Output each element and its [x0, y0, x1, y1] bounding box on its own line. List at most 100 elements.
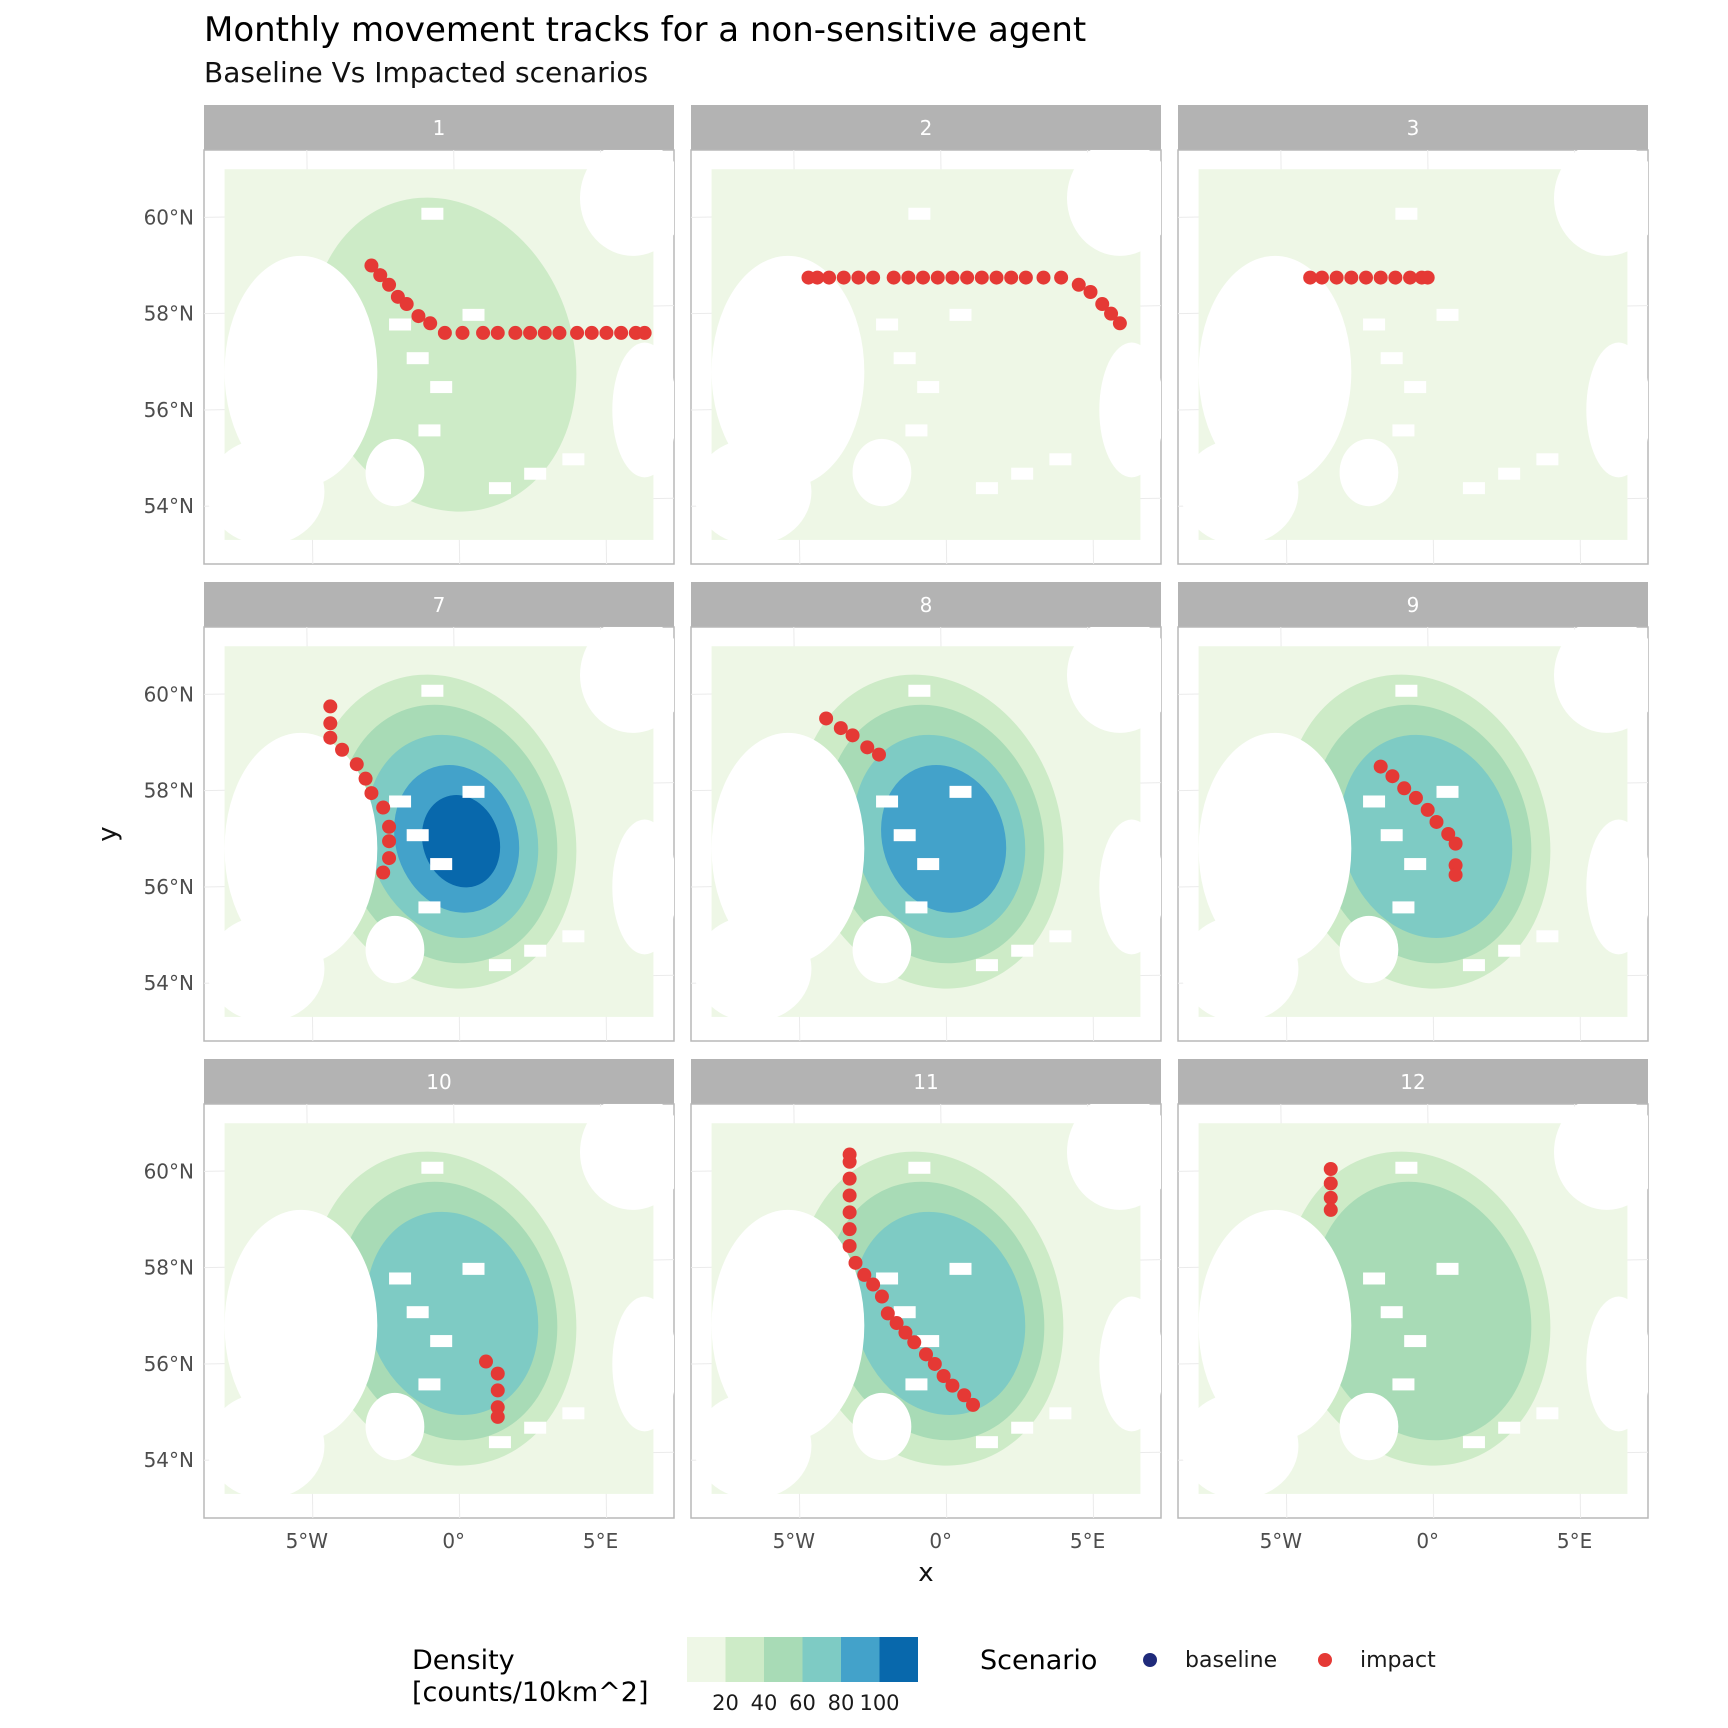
data-gap [1498, 944, 1521, 957]
facet-strip-label: 7 [433, 593, 446, 617]
y-tick-label: 58°N [144, 1256, 194, 1280]
facet-strip-label: 2 [920, 116, 933, 140]
land-mass [1586, 1296, 1648, 1432]
track-point [1420, 802, 1435, 817]
track-point [1359, 270, 1373, 285]
track-point [957, 1388, 972, 1403]
track-point [1344, 270, 1359, 285]
data-gap [975, 482, 998, 495]
data-gap [1498, 467, 1521, 480]
data-gap [908, 207, 931, 220]
track-point [810, 270, 825, 285]
track-point [1448, 858, 1463, 873]
data-gap [1380, 1306, 1403, 1319]
data-gap [430, 381, 453, 394]
track-point [382, 851, 397, 866]
land-mass [612, 1296, 674, 1432]
density-contour [366, 1211, 539, 1415]
y-tick-label: 56°N [144, 875, 194, 899]
data-gap [1498, 1421, 1521, 1434]
track-point [1429, 814, 1444, 829]
land-mass [693, 1392, 812, 1499]
track-point [1397, 781, 1412, 796]
x-tick-label: 0° [1416, 1529, 1439, 1553]
track-point [490, 1409, 505, 1424]
data-gap [418, 1378, 441, 1391]
facet-strip [1178, 1059, 1648, 1104]
data-gap [917, 1335, 940, 1348]
data-gap [1462, 1436, 1485, 1449]
facet-strip-label: 1 [433, 116, 446, 140]
data-gap [1363, 1272, 1386, 1285]
chart-subtitle: Baseline Vs Impacted scenarios [204, 56, 649, 89]
density-contour [1340, 734, 1513, 938]
legend-label-impact: impact [1360, 1648, 1436, 1673]
y-tick-label: 54°N [144, 1448, 194, 1472]
track-point [857, 1267, 872, 1282]
density-legend-title-line1: Density [412, 1645, 515, 1676]
track-point [936, 1368, 951, 1383]
x-tick-label: 5°E [1070, 1529, 1105, 1553]
land-mass [612, 342, 674, 478]
y-tick-label: 54°N [144, 971, 194, 995]
track-point [1385, 769, 1400, 784]
track-point [927, 1356, 942, 1371]
land-mass [1067, 150, 1161, 256]
track-point [1373, 270, 1388, 285]
y-tick-label: 56°N [144, 1352, 194, 1376]
track-point [916, 270, 931, 285]
land-mass [1099, 1296, 1161, 1432]
track-point [637, 325, 652, 340]
track-point [842, 1205, 857, 1220]
data-gap [406, 829, 429, 842]
data-gap [949, 308, 972, 321]
land-mass [612, 819, 674, 955]
data-gap [1436, 1262, 1459, 1275]
land-mass [1067, 627, 1161, 733]
track-point [1018, 270, 1033, 285]
track-point [1112, 316, 1127, 331]
data-gap [524, 944, 547, 957]
track-point [930, 270, 945, 285]
land-mass [580, 1104, 674, 1210]
data-gap [1404, 858, 1427, 871]
data-gap [1436, 308, 1459, 321]
land-mass [1198, 732, 1352, 964]
data-gap [917, 381, 940, 394]
x-axis-title: x [918, 1558, 933, 1588]
land-mass [1339, 1392, 1399, 1461]
data-gap [975, 1436, 998, 1449]
track-point [1408, 790, 1423, 805]
track-point [842, 1188, 857, 1203]
track-point [860, 740, 875, 755]
track-point [537, 325, 552, 340]
track-point [819, 711, 834, 726]
data-gap [488, 1436, 511, 1449]
track-point [364, 786, 379, 801]
track-point [974, 270, 989, 285]
data-gap [908, 684, 931, 697]
facet-panel-7: 7 54°N 56°N 58°N 60°N [144, 582, 675, 1042]
land-mass [1180, 438, 1299, 545]
data-gap [562, 453, 585, 466]
data-gap [1536, 453, 1559, 466]
data-gap [462, 785, 485, 798]
track-point [335, 742, 350, 757]
data-gap [406, 1306, 429, 1319]
density-legend-swatch [879, 1637, 918, 1682]
data-gap [905, 424, 928, 437]
track-point [364, 258, 379, 273]
data-gap [389, 1272, 412, 1285]
data-gap [876, 1272, 899, 1285]
density-legend-swatch [687, 1637, 726, 1682]
facet-strip-label: 12 [1400, 1070, 1425, 1094]
density-contour [1312, 1181, 1532, 1441]
land-mass [693, 915, 812, 1022]
track-point [874, 1289, 889, 1304]
data-gap [1462, 959, 1485, 972]
track-point [1071, 277, 1086, 292]
track-point [490, 1366, 505, 1381]
density-contour [853, 1211, 1026, 1415]
track-point [1323, 1161, 1338, 1176]
